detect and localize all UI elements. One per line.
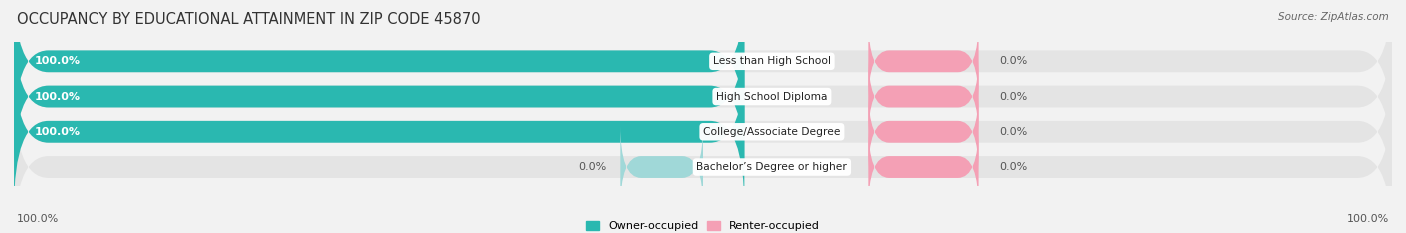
Text: 100.0%: 100.0% xyxy=(35,56,80,66)
FancyBboxPatch shape xyxy=(869,19,979,103)
FancyBboxPatch shape xyxy=(14,19,744,174)
Text: 0.0%: 0.0% xyxy=(1000,56,1028,66)
FancyBboxPatch shape xyxy=(14,55,1392,209)
FancyBboxPatch shape xyxy=(14,19,1392,174)
Text: College/Associate Degree: College/Associate Degree xyxy=(703,127,841,137)
Text: 0.0%: 0.0% xyxy=(1000,162,1028,172)
Text: 0.0%: 0.0% xyxy=(1000,92,1028,102)
Legend: Owner-occupied, Renter-occupied: Owner-occupied, Renter-occupied xyxy=(581,216,825,233)
Text: Bachelor’s Degree or higher: Bachelor’s Degree or higher xyxy=(696,162,848,172)
FancyBboxPatch shape xyxy=(14,0,744,138)
Text: High School Diploma: High School Diploma xyxy=(716,92,828,102)
FancyBboxPatch shape xyxy=(869,55,979,138)
FancyBboxPatch shape xyxy=(14,0,1392,138)
FancyBboxPatch shape xyxy=(14,90,1392,233)
Text: 100.0%: 100.0% xyxy=(35,127,80,137)
FancyBboxPatch shape xyxy=(620,125,703,209)
Text: 100.0%: 100.0% xyxy=(1347,214,1389,224)
Text: Less than High School: Less than High School xyxy=(713,56,831,66)
FancyBboxPatch shape xyxy=(14,55,744,209)
Text: 100.0%: 100.0% xyxy=(17,214,59,224)
Text: Source: ZipAtlas.com: Source: ZipAtlas.com xyxy=(1278,12,1389,22)
Text: OCCUPANCY BY EDUCATIONAL ATTAINMENT IN ZIP CODE 45870: OCCUPANCY BY EDUCATIONAL ATTAINMENT IN Z… xyxy=(17,12,481,27)
FancyBboxPatch shape xyxy=(869,125,979,209)
Text: 0.0%: 0.0% xyxy=(1000,127,1028,137)
FancyBboxPatch shape xyxy=(869,90,979,174)
Text: 0.0%: 0.0% xyxy=(578,162,606,172)
Text: 100.0%: 100.0% xyxy=(35,92,80,102)
